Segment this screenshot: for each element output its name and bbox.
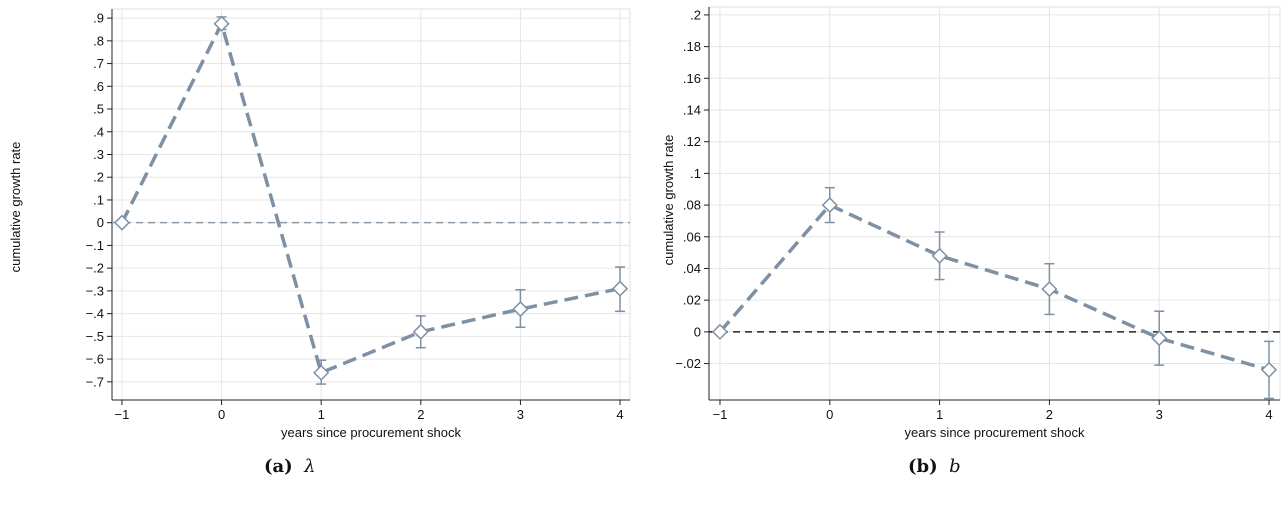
data-point (1260, 361, 1278, 378)
plot-frame (111, 8, 631, 401)
y-tick-label: .6 (93, 79, 104, 94)
y-tick-label: .2 (690, 7, 701, 22)
x-tick-label: 1 (936, 407, 943, 422)
series (113, 15, 629, 385)
x-tick-label: −1 (115, 407, 130, 422)
y-ticks: −.02 0 .02 .04 .06 .08 .1 .12 .14 .16 .18 .2 (675, 7, 709, 371)
y-tick-label: −.7 (86, 374, 104, 389)
x-tick-label: 3 (517, 407, 524, 422)
y-tick-label: −.1 (86, 238, 104, 253)
y-tick-label: .02 (683, 293, 701, 308)
y-tick-label: .4 (93, 124, 104, 139)
y-tick-label: .18 (683, 39, 701, 54)
y-ticks: −.7 −.6 −.5 −.4 −.3 −.2 −.1 0 .1 .2 .3 .4 .5 .6 .7 .8 .9 (86, 11, 112, 389)
data-point (113, 214, 131, 231)
caption-b-symbol: b (949, 456, 961, 477)
y-tick-label: −.02 (675, 356, 701, 371)
y-tick-label: −.5 (86, 329, 104, 344)
y-tick-label: .1 (690, 166, 701, 181)
y-tick-label: .14 (683, 103, 701, 118)
chart-lambda: −.7 −.6 −.5 −.4 −.3 −.2 −.1 0 .1 .2 .3 .4 .5 .6 .7 .8 .9… (8, 8, 631, 440)
y-tick-label: −.4 (86, 306, 104, 321)
x-tick-label: 3 (1156, 407, 1163, 422)
x-tick-label: 1 (318, 407, 325, 422)
y-tick-label: 0 (97, 215, 104, 230)
x-ticks: −1 0 1 2 3 4 (115, 400, 624, 422)
y-tick-label: .1 (93, 192, 104, 207)
chart-b: −.02 0 .02 .04 .06 .08 .1 .12 .14 .16 .18 .2 −1 0 1 2 3 4… (661, 6, 1281, 440)
data-point (611, 280, 629, 297)
y-tick-label: .16 (683, 71, 701, 86)
y-tick-label: .8 (93, 33, 104, 48)
data-point (711, 323, 729, 340)
x-tick-label: 0 (826, 407, 833, 422)
x-axis-label: years since procurement shock (905, 425, 1085, 440)
x-tick-label: 0 (218, 407, 225, 422)
caption-b-tag: (b) (908, 456, 938, 477)
y-tick-label: .9 (93, 11, 104, 26)
y-tick-label: −.6 (86, 352, 104, 367)
y-tick-label: .12 (683, 134, 701, 149)
y-tick-label: −.3 (86, 283, 104, 298)
data-point (412, 323, 429, 340)
x-tick-label: −1 (713, 407, 728, 422)
caption-a: (a) λ (264, 456, 316, 477)
y-tick-label: .04 (683, 261, 701, 276)
x-tick-label: 4 (1265, 407, 1272, 422)
y-tick-label: .5 (93, 102, 104, 117)
series (711, 186, 1278, 400)
gridlines (709, 7, 1280, 400)
data-point (512, 301, 529, 318)
caption-a-symbol: λ (304, 456, 316, 477)
caption-a-tag: (a) (264, 456, 293, 477)
data-point (931, 247, 948, 264)
y-axis-label: cumulative growth rate (661, 135, 676, 266)
data-point (821, 197, 838, 214)
y-tick-label: .06 (683, 229, 701, 244)
y-tick-label: −.2 (86, 261, 104, 276)
y-tick-label: .2 (93, 170, 104, 185)
data-point (313, 364, 330, 381)
y-tick-label: .3 (93, 147, 104, 162)
x-ticks: −1 0 1 2 3 4 (713, 400, 1273, 422)
x-tick-label: 2 (417, 407, 424, 422)
series-line (120, 22, 621, 375)
plot-frame (708, 6, 1281, 401)
x-axis-label: years since procurement shock (281, 425, 461, 440)
y-tick-label: .7 (93, 56, 104, 71)
caption-b: (b) b (908, 456, 961, 477)
gridlines (112, 9, 630, 400)
y-tick-label: 0 (694, 324, 701, 339)
data-point (1151, 330, 1168, 347)
y-tick-label: .08 (683, 198, 701, 213)
x-tick-label: 4 (616, 407, 623, 422)
data-point (213, 15, 230, 32)
x-tick-label: 2 (1046, 407, 1053, 422)
y-axis-label: cumulative growth rate (8, 142, 23, 273)
series-line (718, 203, 1270, 372)
data-point (1041, 281, 1058, 298)
